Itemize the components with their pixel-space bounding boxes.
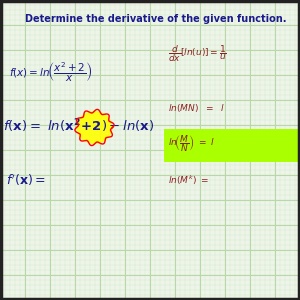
Text: $\mathit{ln}(M^k)\ =$: $\mathit{ln}(M^k)\ =$ [168, 173, 209, 187]
Ellipse shape [76, 111, 112, 144]
Text: $f(x) = \mathit{ln}\!\left(\dfrac{x^2+2}{x}\right)$: $f(x) = \mathit{ln}\!\left(\dfrac{x^2+2}… [9, 61, 93, 83]
Text: $\mathit{ln}\!\left(\dfrac{M}{N}\right)\ =\ l$: $\mathit{ln}\!\left(\dfrac{M}{N}\right)\… [168, 134, 215, 154]
Text: $f(\mathbf{x}) = \ \mathit{ln}(\mathbf{x^2\!+\!2}) - \mathit{ln}(\mathbf{x})$: $f(\mathbf{x}) = \ \mathit{ln}(\mathbf{x… [3, 117, 154, 135]
Text: $\mathit{f}'(\mathbf{x}) =$: $\mathit{f}'(\mathbf{x}) =$ [6, 172, 46, 188]
FancyBboxPatch shape [164, 129, 298, 162]
Text: Determine the derivative of the given function.: Determine the derivative of the given fu… [25, 14, 287, 25]
Text: $\mathit{ln}(MN)\ \ =\ \ l$: $\mathit{ln}(MN)\ \ =\ \ l$ [168, 102, 225, 114]
Text: $\dfrac{d}{dx}[\mathit{ln}(u)] = \dfrac{1}{u}$: $\dfrac{d}{dx}[\mathit{ln}(u)] = \dfrac{… [168, 44, 227, 64]
